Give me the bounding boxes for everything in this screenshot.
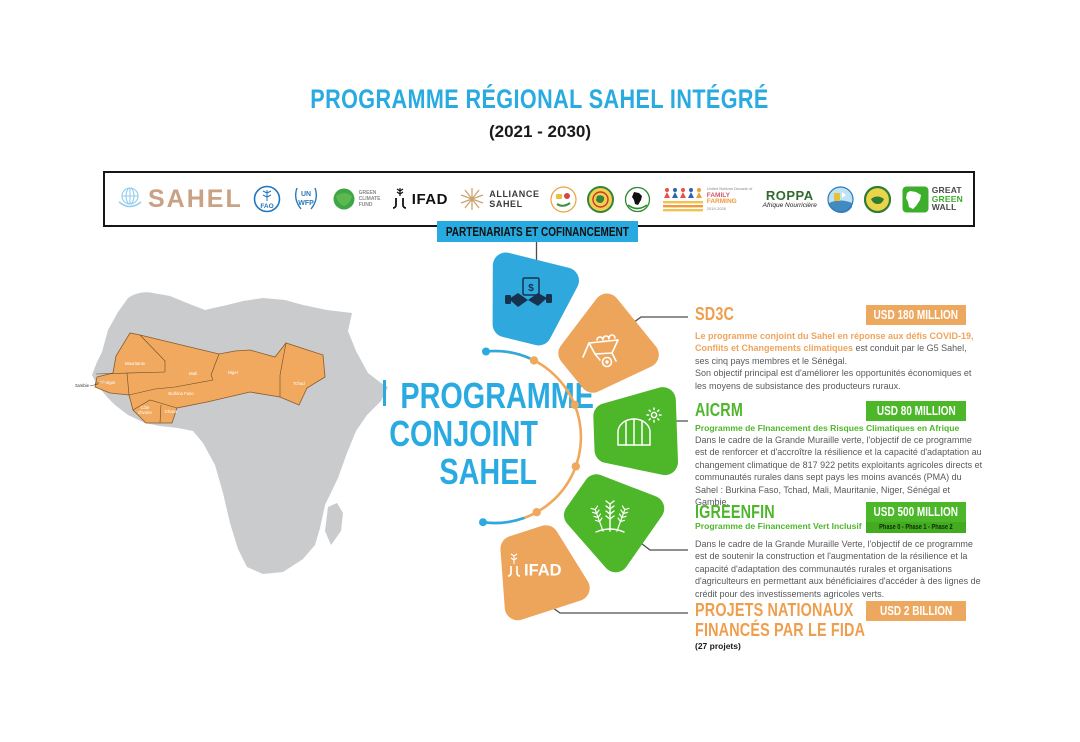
greenhouse-icon bbox=[617, 407, 662, 446]
partner-logo-banner: SAHEL FAO UN WFP GREEN CLIMATE bbox=[103, 171, 975, 227]
madagascar bbox=[325, 503, 343, 545]
petal-sd3c bbox=[563, 307, 646, 391]
gcf-logo: GREEN CLIMATE FUND bbox=[332, 187, 380, 211]
igreenfin-subtitle: Programme de Financement Vert Inclusif bbox=[695, 521, 862, 531]
africa-map: Mauritanie Mali Niger Tchad Sénégal Burk… bbox=[75, 292, 388, 574]
projets-title: PROJETS NATIONAUX FINANCÉS PAR LE FIDA bbox=[695, 600, 866, 640]
aicrm-budget-badge: USD 80 MILLION bbox=[866, 401, 966, 421]
handshake-dollar-icon: $ bbox=[505, 277, 552, 307]
wheat-icon bbox=[590, 500, 630, 533]
partenariats-label: PARTENARIATS ET COFINANCEMENT bbox=[437, 221, 638, 242]
sd3c-description: Le programme conjoint du Sahel en répons… bbox=[695, 331, 974, 391]
svg-text:UN: UN bbox=[301, 191, 311, 198]
apess-logo bbox=[864, 185, 892, 213]
family-figures-icon bbox=[662, 187, 703, 211]
svg-text:WFP: WFP bbox=[299, 200, 315, 207]
fao-logo: FAO bbox=[253, 185, 281, 213]
petals bbox=[492, 266, 665, 608]
petal-aicrm bbox=[606, 400, 665, 464]
great-green-wall-logo: GREAT GREEN WALL bbox=[902, 186, 963, 213]
wfp-logo: UN WFP bbox=[291, 184, 321, 214]
igreenfin-budget-badge: USD 500 MILLION bbox=[866, 502, 966, 522]
svg-text:Ghana: Ghana bbox=[165, 409, 179, 414]
g5-sahel-logo bbox=[550, 185, 577, 213]
petal-diagram: $ bbox=[479, 240, 688, 642]
petal-cofinancement bbox=[492, 266, 566, 336]
svg-text:Sénégal: Sénégal bbox=[99, 380, 115, 385]
aicrm-description: Dans le cadre de la Grande Muraille vert… bbox=[695, 435, 983, 508]
svg-text:Côte: Côte bbox=[140, 405, 150, 410]
un-emblem-icon bbox=[118, 187, 142, 208]
sd3c-title: SD3C bbox=[695, 304, 735, 324]
cyan-tick bbox=[383, 380, 386, 406]
projets-note: (27 projets) bbox=[695, 641, 741, 651]
programme-conjoint-title: PROGRAMME CONJOINT SAHEL bbox=[389, 375, 594, 492]
ifad-banner-logo: IFAD bbox=[391, 186, 448, 212]
page-title: PROGRAMME RÉGIONAL SAHEL INTÉGRÉ bbox=[310, 84, 770, 114]
gcf-globe-icon bbox=[333, 188, 355, 210]
country-borders bbox=[95, 334, 287, 424]
svg-text:$: $ bbox=[528, 283, 534, 294]
sd3c-budget-badge: USD 180 MILLION bbox=[866, 305, 966, 325]
svg-text:d'Ivoire: d'Ivoire bbox=[138, 410, 152, 415]
arc-path bbox=[479, 347, 583, 527]
svg-text:Niger: Niger bbox=[228, 370, 239, 375]
cilss-logo bbox=[624, 186, 651, 213]
cedeao-logo bbox=[587, 185, 615, 213]
igreenfin-description: Dans le cadre de la Grande Muraille Vert… bbox=[695, 539, 981, 599]
gambie-label: Gambie bbox=[75, 383, 90, 388]
igreenfin-title: IGREENFIN bbox=[695, 502, 775, 522]
sunburst-icon bbox=[461, 188, 484, 210]
ifad-mark-icon bbox=[392, 188, 406, 209]
page-subtitle: (2021 - 2030) bbox=[488, 122, 592, 141]
svg-text:Tchad: Tchad bbox=[293, 381, 305, 386]
igreenfin-phases-badge: Phase 0 - Phase 1 - Phase 2 bbox=[866, 522, 966, 533]
un-sahel-logo: SAHEL bbox=[115, 184, 243, 214]
aicrm-subtitle: Programme de FInancement des Risques Cli… bbox=[695, 423, 960, 433]
svg-text:FAO: FAO bbox=[260, 203, 273, 210]
gambie-pointer bbox=[89, 383, 99, 387]
country-labels: Mauritanie Mali Niger Tchad Sénégal Burk… bbox=[99, 361, 305, 415]
family-farming-logo: United Nations Decade of FAMILY FARMING … bbox=[662, 186, 752, 213]
aicrm-title: AICRM bbox=[695, 400, 743, 420]
partner-blue-logo bbox=[827, 185, 854, 213]
roppa-logo: ROPPA Afrique Nourricière bbox=[762, 187, 817, 209]
ifad-petal-logo: IFAD bbox=[507, 553, 562, 580]
ggw-africa-icon bbox=[902, 186, 929, 212]
projets-budget-badge: USD 2 BILLION bbox=[866, 601, 966, 621]
svg-text:Mauritanie: Mauritanie bbox=[125, 361, 146, 366]
wheelbarrow-icon bbox=[582, 334, 619, 368]
alliance-sahel-logo: ALLIANCE SAHEL bbox=[458, 185, 539, 213]
svg-text:IFAD: IFAD bbox=[524, 562, 562, 580]
svg-text:Mali: Mali bbox=[189, 371, 197, 376]
svg-text:Burkina Faso: Burkina Faso bbox=[168, 391, 194, 396]
